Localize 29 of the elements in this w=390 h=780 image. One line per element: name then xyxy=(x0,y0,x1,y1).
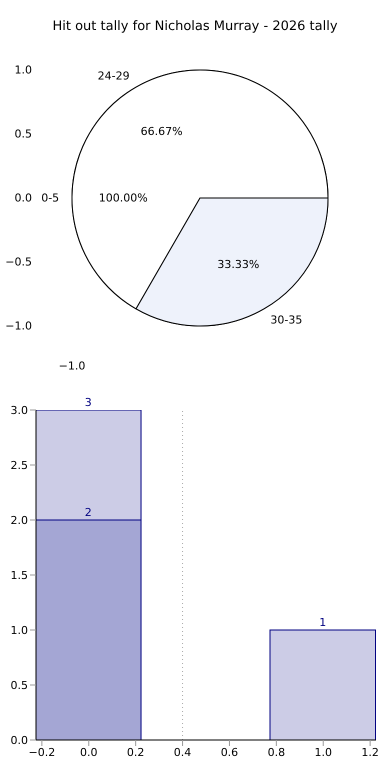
x-tick-label: 0.6 xyxy=(220,746,238,759)
slice-label: 24-29 xyxy=(98,70,130,83)
data-label: 33.33% xyxy=(217,258,260,272)
y-tick-label: 3.0 xyxy=(10,404,28,417)
chart-title: Hit out tally for Nicholas Murray - 2026 tally xyxy=(52,19,338,34)
total-label: 3 xyxy=(84,396,92,409)
x-tick-label: 0.8 xyxy=(268,746,286,759)
x-tick-label: 0.0 xyxy=(80,746,98,759)
text: −1.0 xyxy=(5,320,32,332)
x-tick-label: 0.2 xyxy=(126,746,144,759)
data-label: 66.67% xyxy=(140,124,183,138)
x-tick-label: 1.0 xyxy=(314,746,332,759)
text: −1.0 xyxy=(58,360,86,372)
x-tick-label: 0.4 xyxy=(174,746,192,759)
y-tick-label: 0.5 xyxy=(10,678,28,692)
slice-label: 30-35 xyxy=(270,313,302,326)
y-tick-label: 0.0 xyxy=(10,734,28,747)
y-tick-label: 1.5 xyxy=(10,568,28,582)
bar xyxy=(270,630,376,740)
total-label: 1 xyxy=(319,616,326,629)
data-label: 100.00% xyxy=(98,192,148,204)
y-tick-label: 2.0 xyxy=(10,514,28,527)
y-tick-label: 1.0 xyxy=(10,624,28,637)
text: −0.5 xyxy=(5,256,32,268)
x-tick-label: 1.2 xyxy=(361,746,379,759)
x-tick-label: −0.2 xyxy=(28,746,56,759)
y-tick-label: 2.5 xyxy=(10,458,28,472)
slice-label: 0-5 xyxy=(41,192,60,204)
data-label: 2 xyxy=(84,506,92,519)
